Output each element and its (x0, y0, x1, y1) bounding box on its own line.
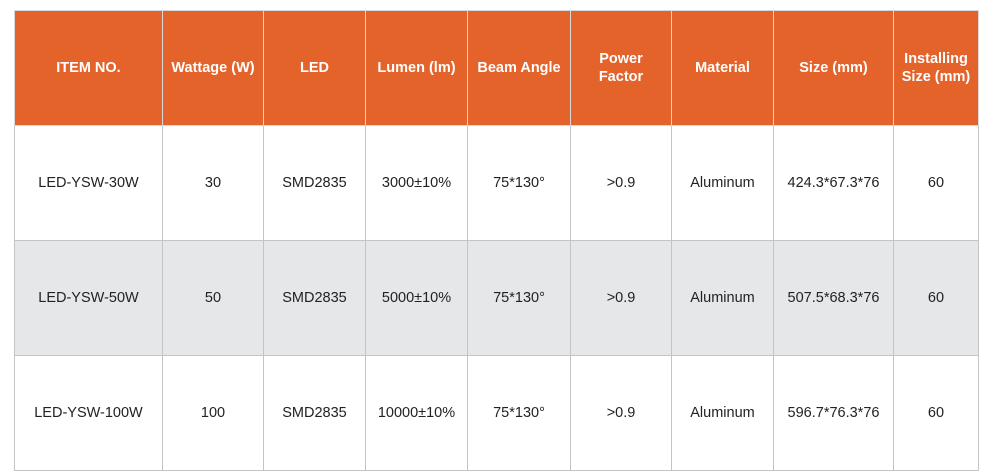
header-cell: ITEM NO. (14, 10, 163, 126)
table-cell: >0.9 (570, 240, 672, 356)
table-cell: 75*130° (467, 240, 571, 356)
header-cell: Lumen (lm) (365, 10, 468, 126)
header-text: LED (300, 60, 329, 76)
table-cell: >0.9 (570, 355, 672, 471)
table-cell: 507.5*68.3*76 (773, 240, 894, 356)
header-cell: Power Factor (570, 10, 672, 126)
table-cell: 3000±10% (365, 125, 468, 241)
table-cell: Aluminum (671, 125, 774, 241)
table-cell: 60 (893, 125, 979, 241)
table-row: LED-YSW-50W 50 SMD2835 5000±10% 75*130° >0.9 A… (14, 240, 979, 356)
table-cell: 424.3*67.3*76 (773, 125, 894, 241)
table-cell: Aluminum (671, 240, 774, 356)
header-text: Installing Size (mm) (901, 51, 971, 85)
table-cell: 596.7*76.3*76 (773, 355, 894, 471)
header-cell: Beam Angle (467, 10, 571, 126)
table-cell: SMD2835 (263, 355, 366, 471)
header-text: Material (695, 60, 750, 76)
header-text: Size (mm) (799, 60, 868, 76)
table-cell: SMD2835 (263, 125, 366, 241)
header-text: Lumen (lm) (377, 60, 456, 76)
table-cell: 10000±10% (365, 355, 468, 471)
table-cell: LED-YSW-50W (14, 240, 163, 356)
header-text: Wattage (W) (171, 60, 255, 76)
table-cell: >0.9 (570, 125, 672, 241)
table-cell: 5000±10% (365, 240, 468, 356)
header-cell: Size (mm) (773, 10, 894, 126)
header-cell: LED (263, 10, 366, 126)
table-cell: 100 (162, 355, 264, 471)
table-row: LED-YSW-100W 100 SMD2835 10000±10% 75*130° >0… (14, 355, 979, 471)
header-text: Power Factor (598, 51, 644, 85)
header-cell: Material (671, 10, 774, 126)
header-text: ITEM NO. (56, 60, 121, 76)
table-cell: 75*130° (467, 355, 571, 471)
header-cell: Installing Size (mm) (893, 10, 979, 126)
table-cell: 75*130° (467, 125, 571, 241)
table-row: LED-YSW-30W 30 SMD2835 3000±10% 75*130° >0.9 A… (14, 125, 979, 241)
table-cell: 30 (162, 125, 264, 241)
table-cell: 60 (893, 240, 979, 356)
spec-table: ITEM NO. Wattage (W) LED Lumen (lm) Beam Ang… (14, 10, 979, 471)
table-cell: Aluminum (671, 355, 774, 471)
table-cell: LED-YSW-30W (14, 125, 163, 241)
table-cell: LED-YSW-100W (14, 355, 163, 471)
table-body: LED-YSW-30W 30 SMD2835 3000±10% 75*130° >0.9 A… (14, 125, 979, 471)
table-cell: SMD2835 (263, 240, 366, 356)
header-row: ITEM NO. Wattage (W) LED Lumen (lm) Beam Ang… (14, 10, 979, 126)
header-cell: Wattage (W) (162, 10, 264, 126)
header-text: Beam Angle (477, 60, 561, 76)
table-cell: 60 (893, 355, 979, 471)
table-cell: 50 (162, 240, 264, 356)
